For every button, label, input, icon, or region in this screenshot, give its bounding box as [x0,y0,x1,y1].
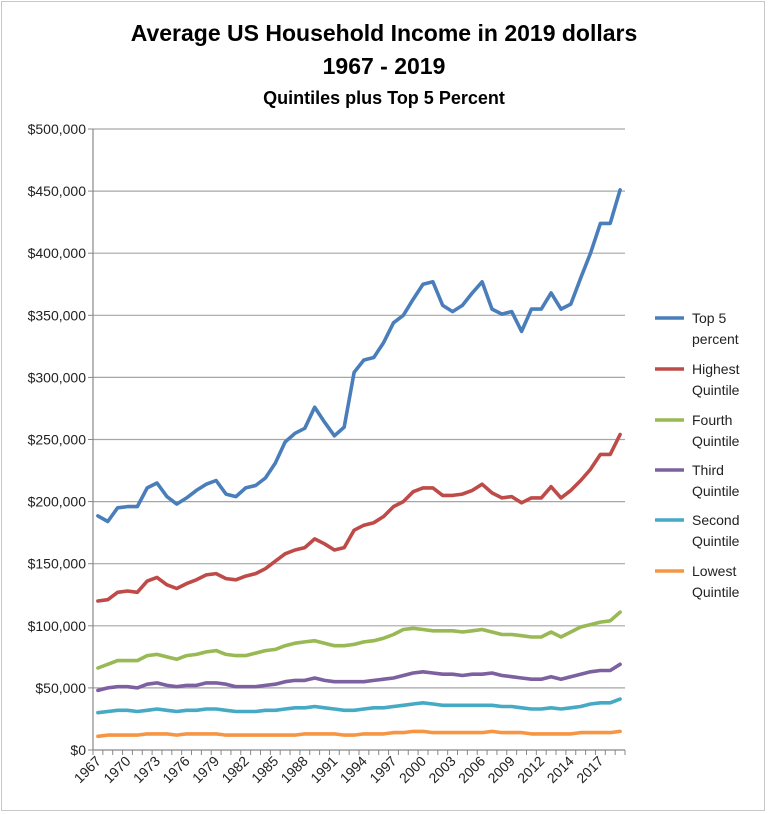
chart-subtitle: 1967 - 2019 [323,53,446,79]
legend-label: Top 5 [692,310,726,326]
legend-label: Quintile [692,483,740,499]
legend-label: Quintile [692,433,740,449]
x-tick-label: 1976 [159,753,192,786]
y-tick-label: $50,000 [35,680,86,696]
series-line-second-quintile [96,697,622,715]
legend-label: Highest [692,361,740,377]
legend-label: Lowest [692,563,736,579]
x-tick-label: 1982 [218,753,251,786]
x-tick-label: 2009 [484,753,517,786]
y-tick-label: $100,000 [28,618,87,634]
x-tick-label: 1991 [307,753,340,786]
x-tick-label: 1997 [366,753,399,786]
y-tick-label: $150,000 [28,556,87,572]
y-tick-label: $500,000 [28,121,87,137]
y-tick-label: $300,000 [28,369,87,385]
x-tick-label: 2017 [573,753,606,786]
x-tick-label: 1970 [100,753,133,786]
series-line-top-5-percent [96,188,622,524]
chart-title: Average US Household Income in 2019 doll… [131,20,638,46]
legend-label: Quintile [692,382,740,398]
x-tick-label: 1988 [278,753,311,786]
legend-label: percent [692,331,739,347]
x-tick-label: 2012 [514,753,547,786]
legend-label: Quintile [692,584,740,600]
x-tick-label: 2000 [396,753,429,786]
x-tick-label: 2014 [544,753,577,786]
legend-label: Fourth [692,412,732,428]
x-tick-label: 2006 [455,753,488,786]
y-tick-label: $250,000 [28,432,87,448]
series-line-highest-quintile [96,432,622,603]
y-tick-label: $450,000 [28,183,87,199]
legend-label: Third [692,462,724,478]
y-tick-label: $0 [70,742,86,758]
legend-label: Second [692,512,739,528]
x-tick-label: 1979 [189,753,222,786]
x-tick-label: 2003 [425,753,458,786]
chart-subtitle-2: Quintiles plus Top 5 Percent [263,88,505,108]
series-line-lowest-quintile [96,729,622,739]
y-tick-label: $400,000 [28,245,87,261]
y-tick-label: $200,000 [28,494,87,510]
series-line-fourth-quintile [96,610,622,670]
legend-label: Quintile [692,533,740,549]
x-tick-label: 1994 [337,753,370,786]
x-tick-label: 1973 [130,753,163,786]
y-tick-label: $350,000 [28,307,87,323]
series-line-third-quintile [96,662,622,693]
x-tick-label: 1985 [248,753,281,786]
